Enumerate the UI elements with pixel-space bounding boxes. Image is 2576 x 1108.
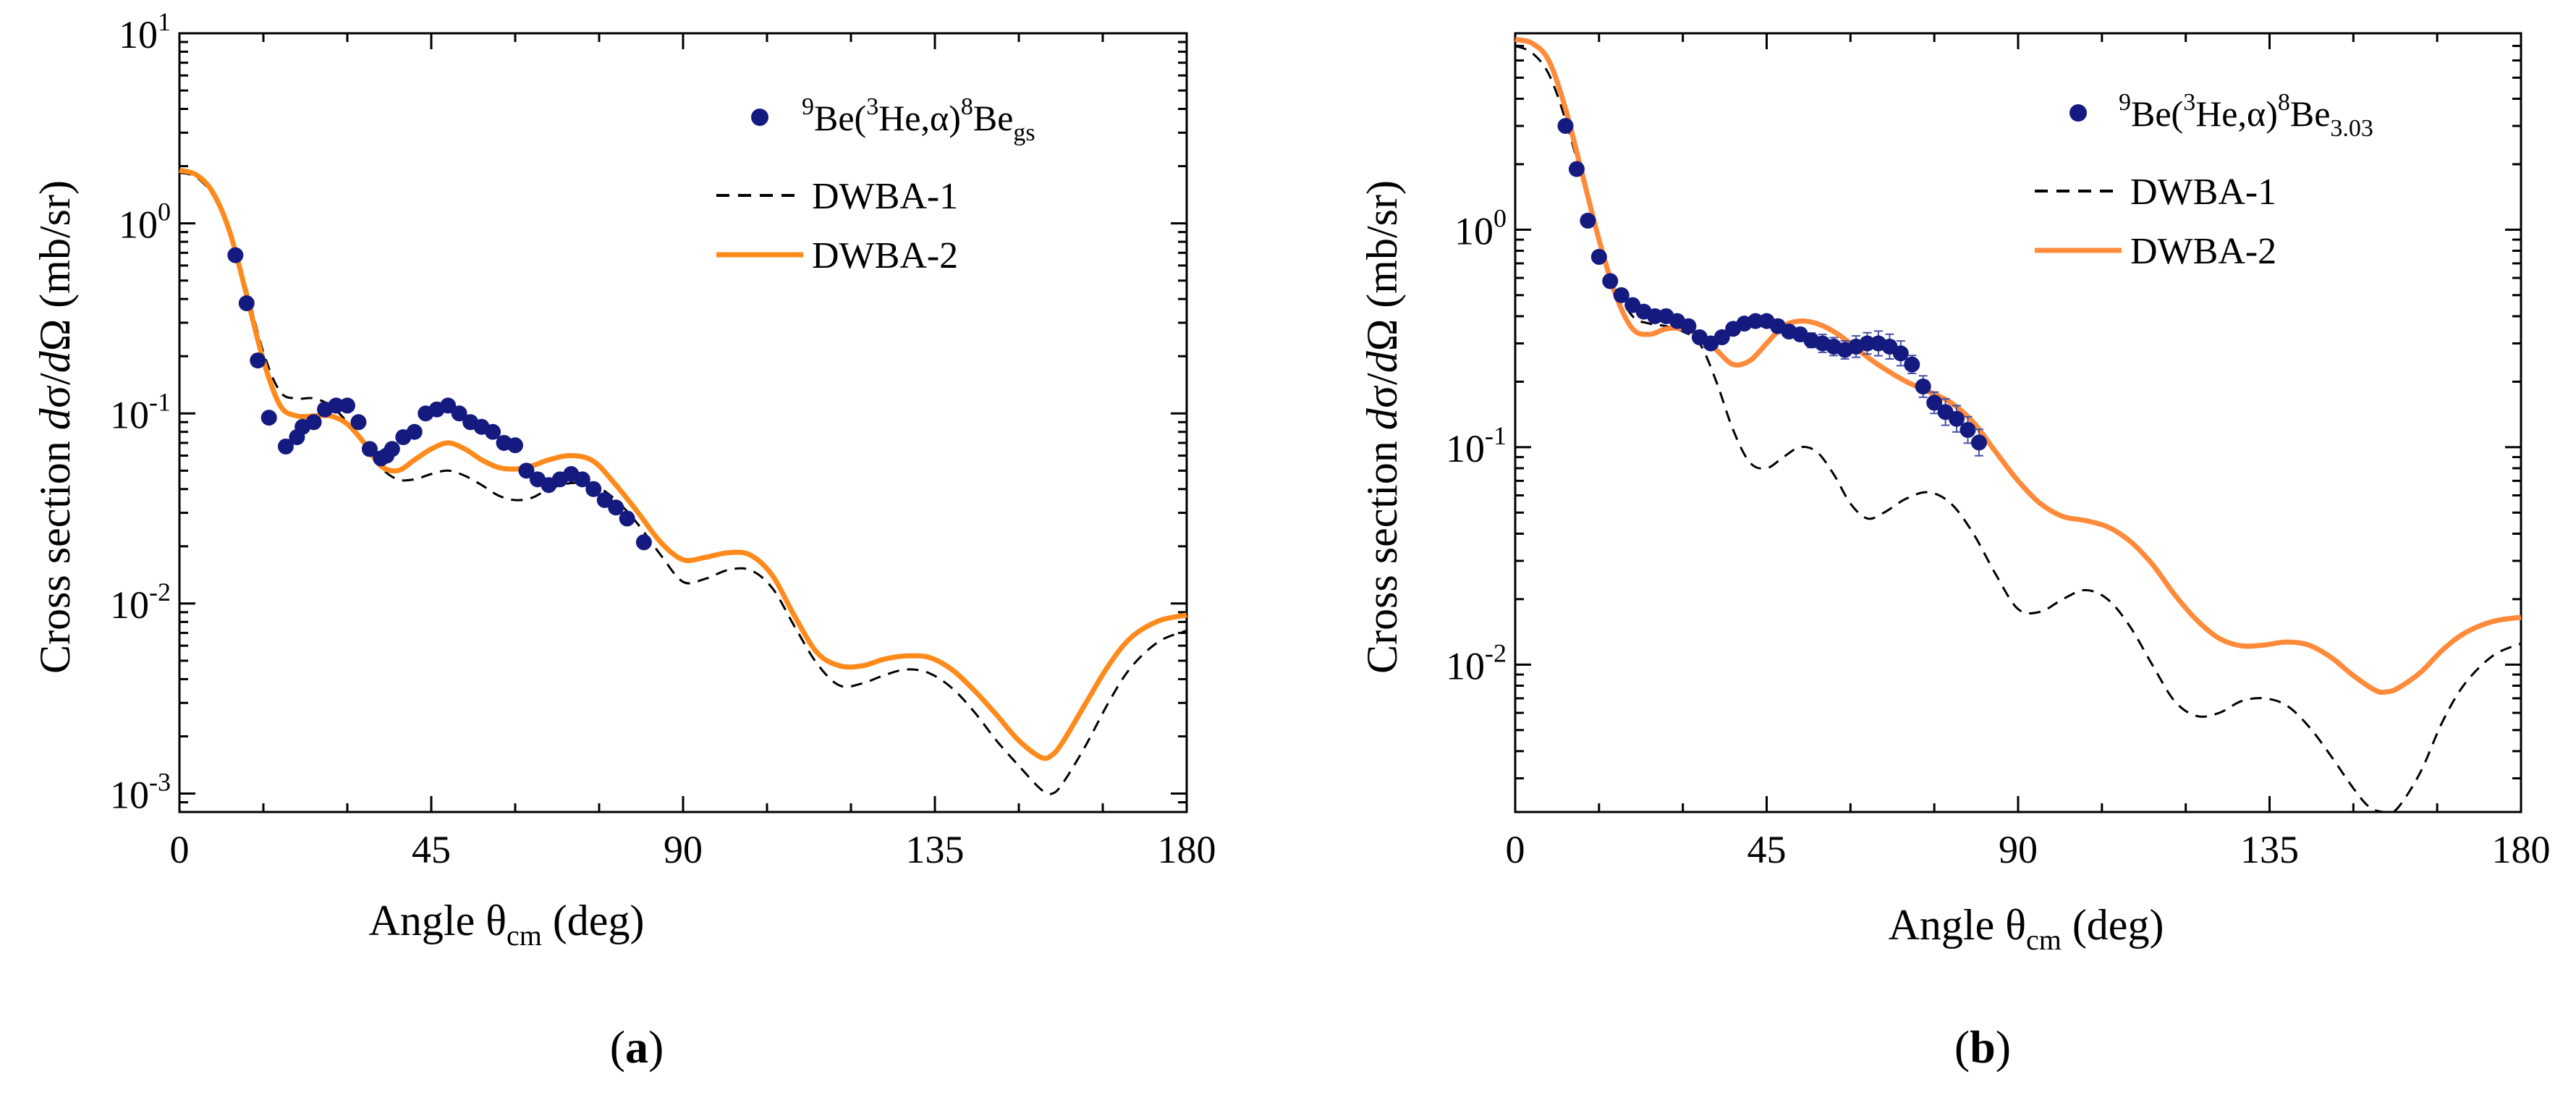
- panel-a-x-axis-label: Angle θcm (deg): [369, 897, 645, 952]
- data-point: [507, 437, 523, 454]
- panel-a-frame: [178, 32, 1188, 813]
- data-point: [518, 462, 535, 479]
- data-point: [350, 414, 367, 431]
- data-point: [1613, 287, 1630, 303]
- panel-b-y-ticks: 10-2 10-1 100: [1446, 32, 2521, 779]
- series-dwba-1-curve: [1514, 44, 2522, 813]
- x-tick-label: 0: [1506, 828, 1525, 871]
- panel-b: 10-2 10-1 100 0 45 90 135 180 9Be(3He,α)8Be3.0…: [1358, 32, 2551, 1073]
- panel-a-legend-dwba1-label: DWBA-1: [812, 176, 958, 217]
- data-point: [451, 405, 467, 422]
- panel-b-legend-dwba1-label: DWBA-1: [2130, 172, 2276, 213]
- data-point: [1970, 434, 1987, 451]
- panel-b-caption: (b): [1954, 1021, 2011, 1073]
- y-tick-label: 10-3: [110, 768, 171, 817]
- x-tick-label: 180: [1158, 828, 1216, 871]
- panel-b-x-axis-label: Angle θcm (deg): [1889, 901, 2164, 956]
- data-point: [1915, 379, 1931, 395]
- data-point: [608, 499, 624, 516]
- y-tick-label: 10-2: [110, 578, 171, 627]
- panel-a-y-ticks: 10-3 10-2 10-1 100 101: [110, 7, 1187, 817]
- data-point: [1904, 356, 1920, 373]
- data-point: [1568, 161, 1585, 177]
- data-point: [635, 534, 652, 551]
- x-tick-label: 90: [1999, 828, 2038, 871]
- panel-a-y-axis-label: Cross section dσ/dΩ (mb/sr): [31, 180, 79, 674]
- x-tick-label: 90: [664, 828, 703, 871]
- panel-a-legend-data-label: 9Be(3He,α)8Begs: [802, 93, 1035, 146]
- panel-a-legend: 9Be(3He,α)8Begs DWBA-1 DWBA-2: [716, 93, 1035, 276]
- data-point: [1892, 345, 1909, 362]
- data-point: [1959, 422, 1976, 439]
- y-tick-label: 100: [1454, 203, 1507, 253]
- data-point: [250, 352, 266, 369]
- panel-a-data-points: [227, 247, 652, 551]
- data-point: [305, 414, 322, 431]
- data-point: [619, 510, 635, 527]
- data-point: [1713, 329, 1730, 346]
- data-point: [1590, 248, 1607, 265]
- data-point: [585, 481, 602, 497]
- x-tick-label: 0: [170, 828, 190, 871]
- panel-b-curves: [1514, 36, 2522, 813]
- data-point: [227, 247, 244, 263]
- panel-b-legend-dwba2-label: DWBA-2: [2130, 231, 2276, 272]
- y-tick-label: 100: [119, 198, 171, 247]
- panel-a-x-ticks: 0 45 90 135 180: [170, 33, 1216, 871]
- data-point: [1747, 313, 1764, 329]
- panel-b-data-points: [1557, 117, 1987, 457]
- panel-a-caption: (a): [610, 1021, 664, 1073]
- series-dwba-2-curve: [179, 167, 1187, 761]
- x-tick-label: 45: [1747, 828, 1787, 871]
- data-point: [1859, 335, 1876, 352]
- data-point: [384, 441, 400, 457]
- y-tick-label: 10-1: [1446, 421, 1507, 470]
- data-point: [361, 441, 378, 457]
- data-point: [1580, 212, 1596, 229]
- data-point: [1926, 394, 1943, 411]
- panel-b-legend-marker: [2069, 104, 2087, 122]
- series-dwba-2-curve: [1514, 36, 2522, 695]
- data-point: [238, 295, 255, 312]
- x-tick-label: 135: [906, 828, 965, 871]
- series-dwba-1-curve: [179, 172, 1187, 795]
- panel-a: 10-3 10-2 10-1 100 101 0 45 90 135 180 9Be(3He,α…: [31, 7, 1216, 1073]
- data-point: [574, 471, 590, 488]
- panel-a-curves: [179, 167, 1187, 795]
- data-point: [1602, 273, 1619, 289]
- panel-b-frame: [1514, 32, 2522, 813]
- x-tick-label: 135: [2240, 828, 2299, 871]
- data-point: [406, 423, 423, 440]
- data-point: [596, 492, 613, 509]
- panel-b-legend-data-label: 9Be(3He,α)8Be3.03: [2119, 89, 2373, 142]
- data-point: [260, 410, 277, 426]
- data-point: [339, 397, 355, 414]
- panel-b-legend: 9Be(3He,α)8Be3.03 DWBA-1 DWBA-2: [2035, 89, 2373, 272]
- data-point: [485, 423, 501, 440]
- x-tick-label: 45: [412, 828, 451, 871]
- panel-a-legend-dwba2-label: DWBA-2: [812, 235, 958, 276]
- data-point: [328, 397, 344, 414]
- data-point: [1680, 318, 1697, 334]
- data-point: [1949, 410, 1965, 427]
- y-tick-label: 10-1: [110, 387, 171, 436]
- data-point: [1647, 308, 1664, 324]
- y-tick-label: 10-2: [1446, 638, 1507, 688]
- panel-b-x-ticks: 0 45 90 135 180: [1506, 33, 2551, 871]
- y-tick-label: 101: [119, 7, 171, 56]
- panel-a-legend-marker: [751, 109, 768, 126]
- data-point: [440, 397, 457, 414]
- x-tick-label: 180: [2492, 828, 2551, 871]
- data-point: [277, 438, 294, 454]
- panel-b-y-axis-label: Cross section dσ/dΩ (mb/sr): [1358, 180, 1406, 674]
- data-point: [1557, 117, 1574, 134]
